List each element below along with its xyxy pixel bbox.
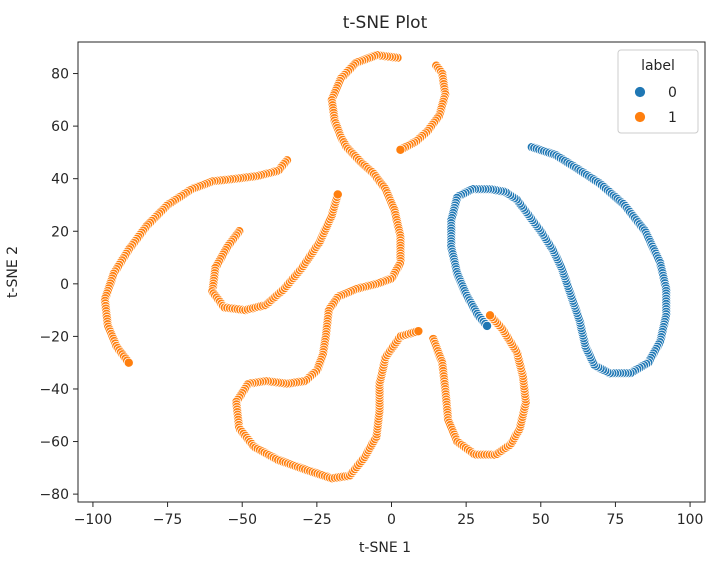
data-point (395, 144, 406, 155)
y-tick-label: −80 (39, 487, 69, 503)
x-tick-label: 75 (607, 512, 625, 528)
legend-marker-0 (634, 86, 646, 98)
axes-layer: −100 −75 −50 −25 0 25 50 75 100 −80 −60 −40 −20 0 20 40… (39, 41, 706, 528)
series-0 (446, 142, 672, 379)
y-tick-label: 20 (51, 224, 69, 240)
x-tick-label: −25 (302, 512, 332, 528)
data-point (485, 310, 496, 321)
data-point (482, 320, 493, 331)
chart-title: t-SNE Plot (343, 13, 428, 33)
y-axis-label: t-SNE 2 (5, 246, 21, 298)
y-tick-label: −40 (39, 382, 69, 398)
x-axis-label: t-SNE 1 (359, 540, 411, 556)
y-tick-label: −20 (39, 329, 69, 345)
legend-marker-1 (634, 111, 646, 123)
x-tick-label: −100 (74, 512, 112, 528)
x-tick-label: 50 (532, 512, 550, 528)
x-tick-label: 0 (387, 512, 396, 528)
legend: label 0 1 (617, 49, 699, 134)
legend-label-1: 1 (668, 110, 677, 126)
points-layer (100, 50, 672, 484)
y-tick-label: 0 (60, 277, 69, 293)
y-tick-label: 60 (51, 119, 69, 135)
series-1 (100, 50, 531, 484)
legend-label-0: 0 (668, 85, 677, 101)
data-point (413, 326, 424, 337)
y-tick-label: −60 (39, 435, 69, 451)
legend-title: label (641, 58, 675, 74)
x-tick-label: 100 (677, 512, 704, 528)
x-tick-label: −75 (153, 512, 183, 528)
x-tick-label: −50 (227, 512, 257, 528)
x-tick-label: 25 (457, 512, 475, 528)
y-tick-label: 80 (51, 67, 69, 83)
data-point (332, 189, 343, 200)
data-point (123, 357, 134, 368)
y-tick-label: 40 (51, 172, 69, 188)
